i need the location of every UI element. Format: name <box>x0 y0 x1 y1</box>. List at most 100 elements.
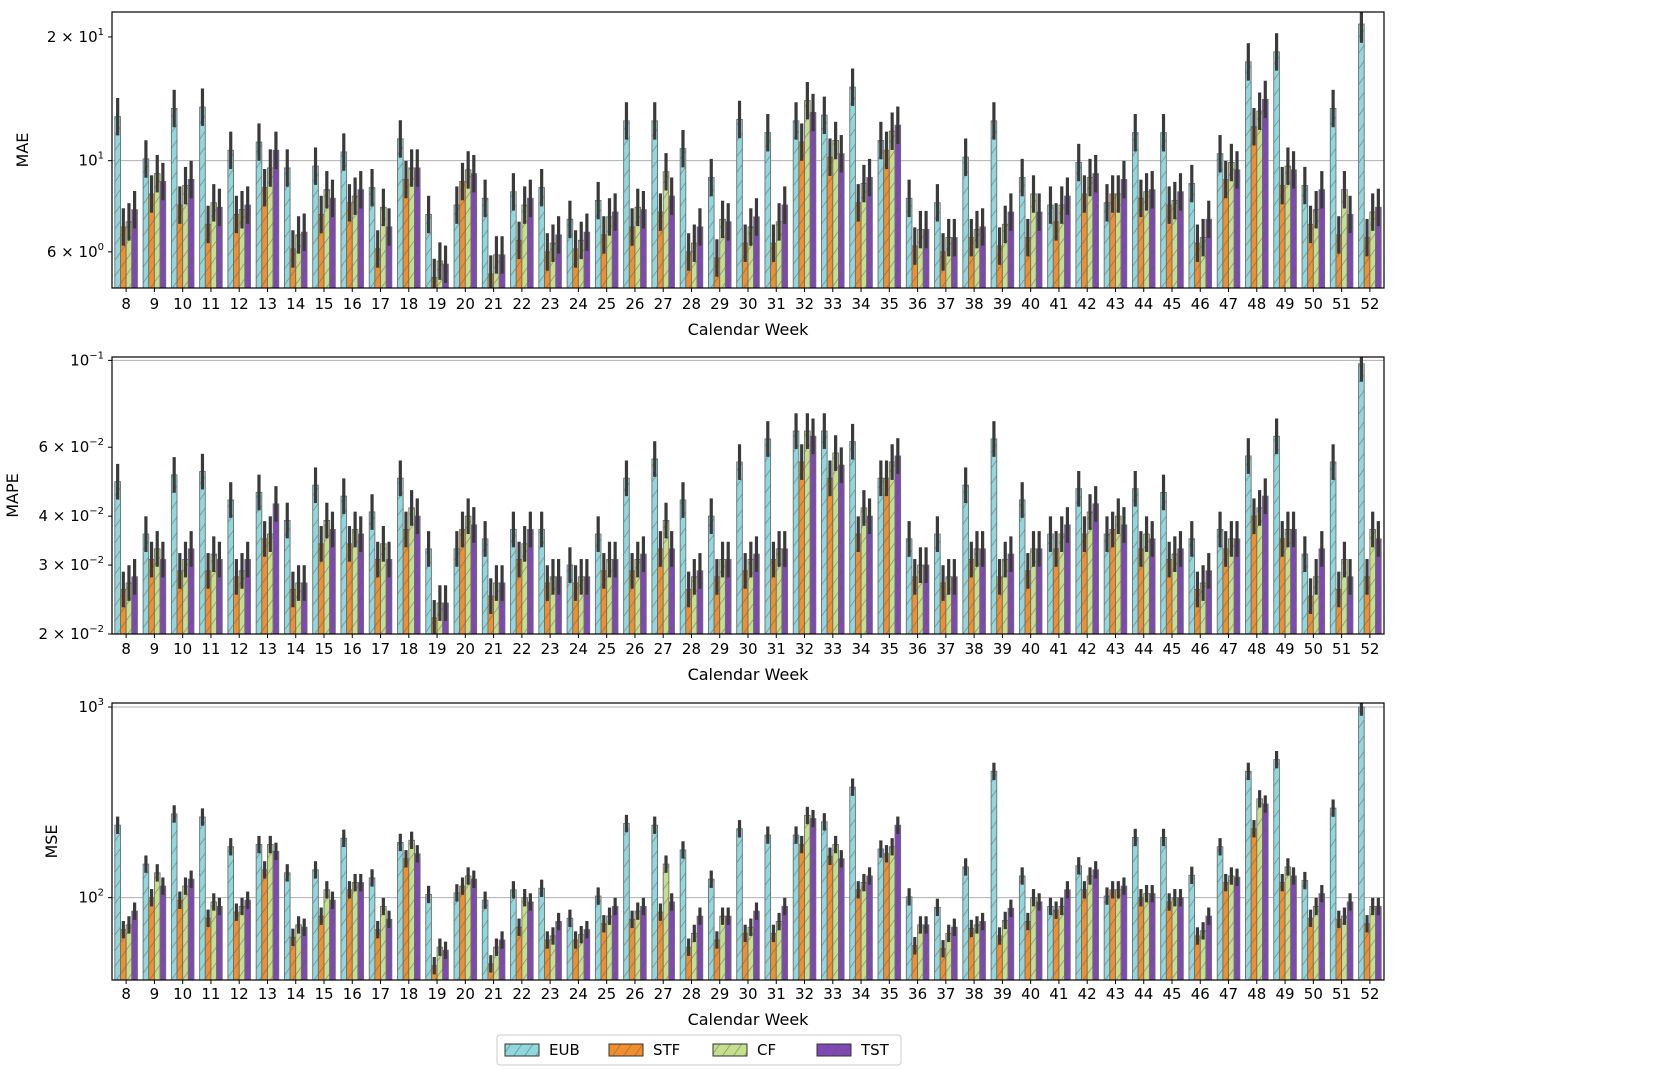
x-tick-label: 52 <box>1360 985 1379 1003</box>
bar-cf-week-13 <box>267 844 274 981</box>
bar-cf-week-41 <box>1058 905 1066 981</box>
bar-eub-week-45 <box>1160 836 1167 981</box>
x-tick-label: 11 <box>201 295 220 313</box>
x-tick-label: 28 <box>682 985 701 1003</box>
x-tick-label: 31 <box>767 640 786 658</box>
bar-stf-week-10 <box>176 899 184 981</box>
x-tick-label: 41 <box>1049 985 1068 1003</box>
x-tick-label: 9 <box>150 640 160 658</box>
x-tick-label: 32 <box>795 295 814 313</box>
bar-eub-week-26 <box>623 823 630 981</box>
bar-tst-week-16 <box>357 882 365 981</box>
bar-eub-week-49 <box>1273 51 1280 289</box>
x-tick-label: 41 <box>1049 640 1068 658</box>
bar-cf-week-22 <box>521 897 528 981</box>
bar-eub-week-44 <box>1131 488 1139 635</box>
x-tick-label: 22 <box>512 295 531 313</box>
bar-cf-week-35 <box>888 461 896 635</box>
bar-cf-week-48 <box>1256 507 1263 635</box>
y-tick-label: 10−1 <box>70 350 104 369</box>
bar-tst-week-27 <box>668 901 675 981</box>
bar-tst-week-42 <box>1092 869 1099 981</box>
bar-eub-week-35 <box>877 139 885 289</box>
bar-eub-week-12 <box>227 499 234 635</box>
bar-tst-week-17 <box>385 918 393 981</box>
bar-eub-week-33 <box>821 114 828 289</box>
bar-cf-week-16 <box>351 882 359 981</box>
bar-cf-week-34 <box>860 507 868 635</box>
bar-cf-week-39 <box>1001 919 1009 981</box>
x-axis-label: Calendar Week <box>688 320 810 339</box>
bar-eub-week-34 <box>849 86 856 289</box>
bar-eub-week-8 <box>114 824 121 981</box>
bar-eub-week-27 <box>651 120 658 289</box>
bar-eub-week-39 <box>990 438 998 635</box>
x-tick-label: 19 <box>428 295 447 313</box>
x-tick-label: 21 <box>484 640 503 658</box>
bar-eub-week-49 <box>1273 759 1280 981</box>
bar-tst-week-48 <box>1262 495 1269 635</box>
x-tick-label: 8 <box>121 985 131 1003</box>
x-tick-label: 40 <box>1021 640 1040 658</box>
x-tick-label: 38 <box>965 640 984 658</box>
bar-cf-week-50 <box>1312 905 1320 981</box>
bar-tst-week-33 <box>838 153 845 289</box>
x-tick-label: 28 <box>682 640 701 658</box>
x-tick-label: 40 <box>1021 295 1040 313</box>
x-tick-label: 18 <box>399 985 418 1003</box>
bar-tst-week-51 <box>1346 901 1354 981</box>
x-tick-label: 51 <box>1332 640 1351 658</box>
x-tick-label: 13 <box>258 985 277 1003</box>
bar-eub-week-11 <box>199 471 206 635</box>
y-axis-label: MAE <box>13 133 32 168</box>
bar-stf-week-11 <box>204 917 212 981</box>
x-tick-label: 52 <box>1360 640 1379 658</box>
bar-cf-week-10 <box>182 885 189 981</box>
bar-tst-week-40 <box>1035 901 1043 981</box>
bar-cf-week-20 <box>464 875 472 981</box>
bar-eub-week-13 <box>255 491 263 635</box>
x-tick-label: 41 <box>1049 295 1068 313</box>
bar-eub-week-42 <box>1075 488 1082 635</box>
bar-eub-week-52 <box>1358 706 1365 981</box>
bar-tst-week-52 <box>1375 905 1382 981</box>
bar-eub-week-9 <box>142 863 150 981</box>
legend-swatch-cf <box>712 1043 748 1057</box>
bar-eub-week-44 <box>1131 132 1139 289</box>
x-tick-label: 18 <box>399 640 418 658</box>
y-tick-label: 102 <box>79 888 104 907</box>
bar-tst-week-8 <box>131 910 138 981</box>
bar-stf-week-33 <box>826 477 834 635</box>
bar-eub-week-35 <box>877 848 885 981</box>
x-tick-label: 10 <box>173 295 192 313</box>
bar-eub-week-47 <box>1216 153 1224 289</box>
legend-label-stf: STF <box>653 1041 680 1059</box>
bar-cf-week-33 <box>832 844 839 981</box>
x-tick-label: 44 <box>1134 295 1153 313</box>
bar-eub-week-21 <box>481 899 489 981</box>
bar-stf-week-35 <box>883 477 890 635</box>
x-tick-label: 11 <box>201 985 220 1003</box>
x-tick-label: 44 <box>1134 985 1153 1003</box>
x-tick-label: 27 <box>654 640 673 658</box>
bar-cf-week-35 <box>888 130 896 289</box>
bar-tst-week-32 <box>809 112 817 289</box>
bar-eub-week-51 <box>1329 807 1337 981</box>
bar-eub-week-50 <box>1301 880 1309 981</box>
bar-cf-week-35 <box>888 846 896 981</box>
bar-eub-week-38 <box>962 484 969 635</box>
x-tick-label: 39 <box>993 295 1012 313</box>
x-tick-label: 21 <box>484 295 503 313</box>
bar-tst-week-44 <box>1148 893 1156 981</box>
x-tick-label: 33 <box>823 640 842 658</box>
x-tick-label: 40 <box>1021 985 1040 1003</box>
bar-eub-week-15 <box>312 869 319 981</box>
bar-eub-week-51 <box>1329 461 1337 635</box>
bar-eub-week-48 <box>1245 770 1252 981</box>
bar-eub-week-47 <box>1216 846 1224 981</box>
x-tick-label: 22 <box>512 640 531 658</box>
bar-cf-week-33 <box>832 139 839 289</box>
x-tick-label: 8 <box>121 295 131 313</box>
x-tick-label: 42 <box>1078 295 1097 313</box>
y-axis-label: MSE <box>42 824 61 858</box>
